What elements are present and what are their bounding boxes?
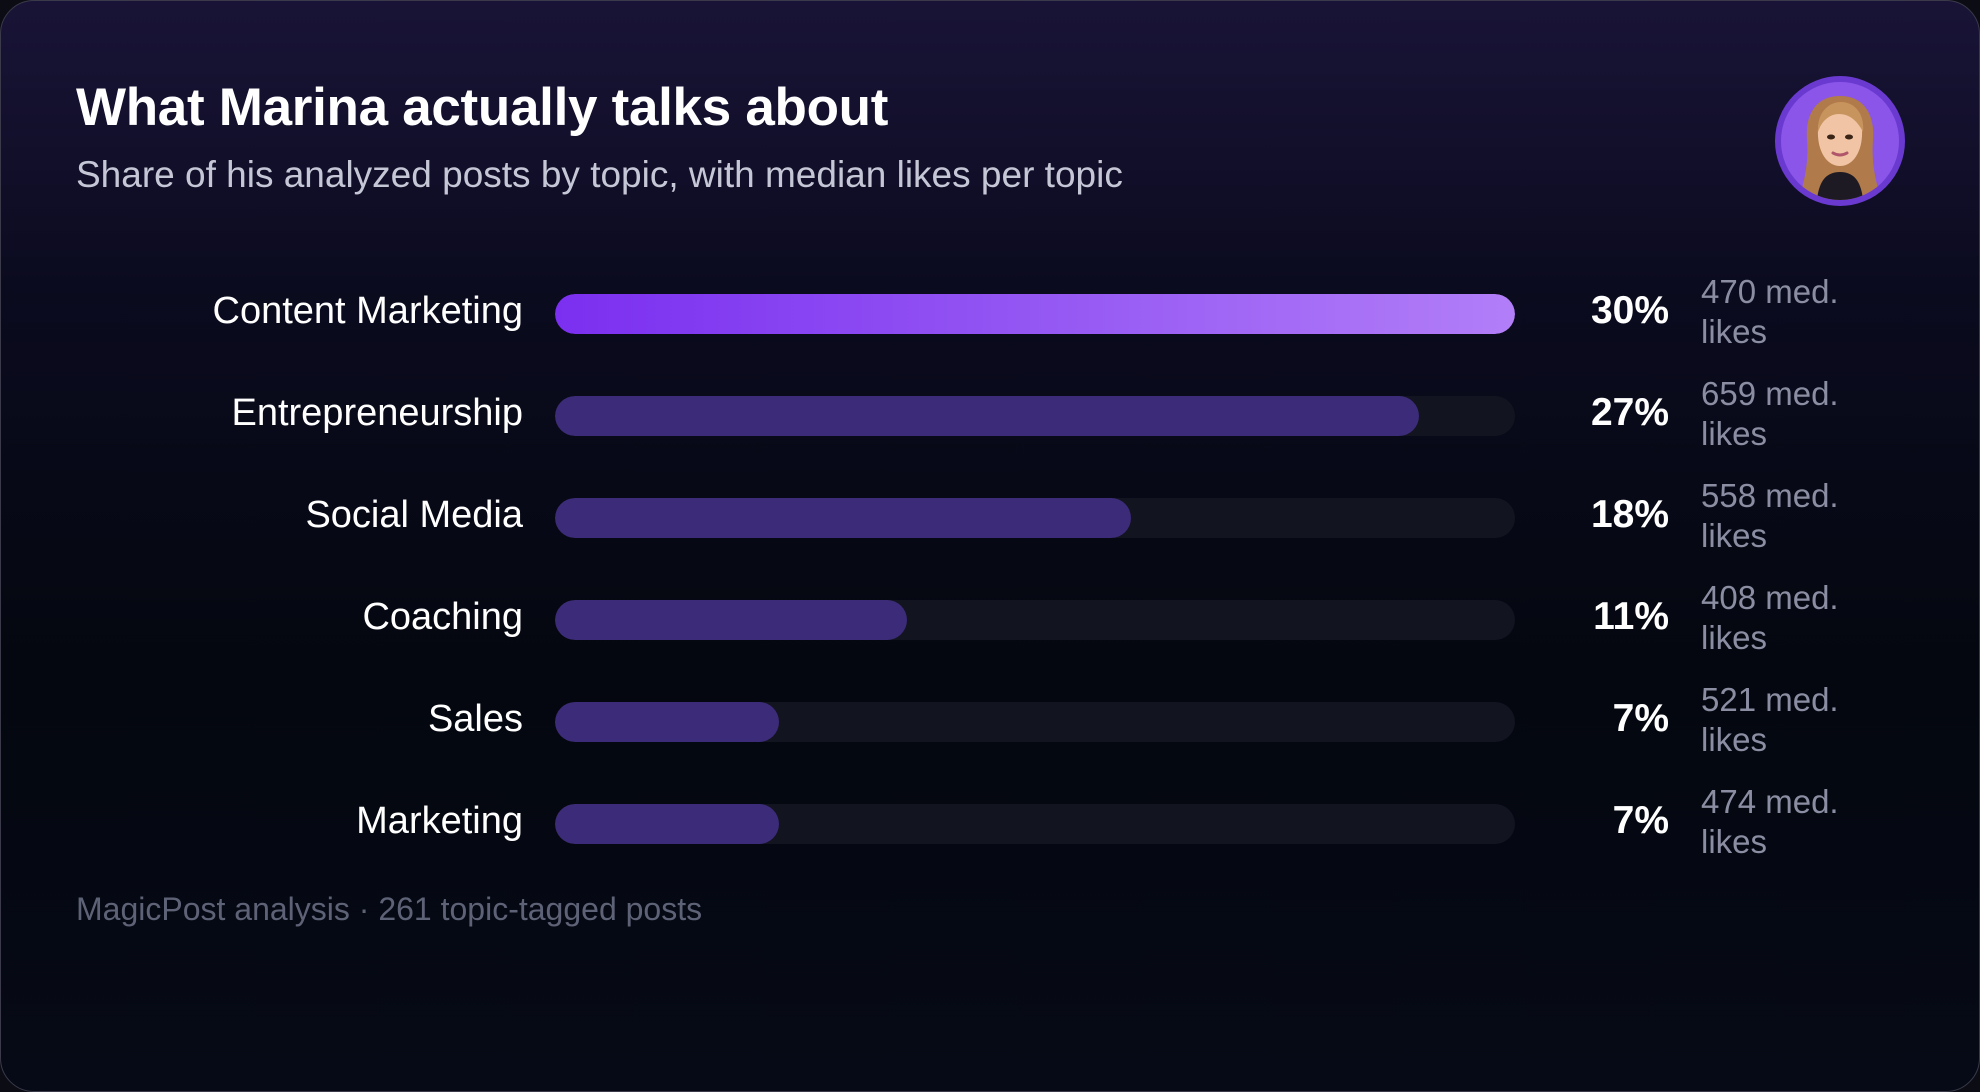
bar-track xyxy=(555,600,1515,640)
chart-subtitle: Share of his analyzed posts by topic, wi… xyxy=(76,154,1123,195)
bar-track xyxy=(555,702,1515,742)
median-likes-label: 474 med. likes xyxy=(1701,783,1839,860)
median-likes-label: 408 med. likes xyxy=(1701,579,1839,656)
bar-row: Marketing 7% 474 med. likes xyxy=(1,783,1979,886)
value-label: 18% xyxy=(1590,493,1669,536)
bar xyxy=(555,294,1515,334)
bar xyxy=(555,804,779,844)
bar-track xyxy=(555,294,1515,334)
bar-row: Entrepreneurship 27% 659 med. likes xyxy=(1,375,1979,478)
bar xyxy=(555,498,1131,538)
value-label: 7% xyxy=(1612,697,1669,740)
category-label: Social Media xyxy=(305,494,523,536)
bar xyxy=(555,600,907,640)
bar-row: Content Marketing 30% 470 med. likes xyxy=(1,273,1979,376)
avatar xyxy=(1775,76,1905,206)
value-label: 30% xyxy=(1590,289,1669,332)
bar-track xyxy=(555,396,1515,436)
category-label: Sales xyxy=(427,698,523,740)
category-label: Coaching xyxy=(362,596,523,638)
category-label: Entrepreneurship xyxy=(231,392,523,434)
bar-row: Sales 7% 521 med. likes xyxy=(1,681,1979,784)
bar-track xyxy=(555,804,1515,844)
median-likes-label: 470 med. likes xyxy=(1701,273,1839,350)
bar xyxy=(555,702,779,742)
chart-title: What Marina actually talks about xyxy=(76,78,889,137)
bar-row: Coaching 11% 408 med. likes xyxy=(1,579,1979,682)
bar xyxy=(555,396,1419,436)
value-label: 27% xyxy=(1590,391,1669,434)
value-label: 7% xyxy=(1612,799,1669,842)
chart-footer: MagicPost analysis · 261 topic-tagged po… xyxy=(76,891,703,927)
median-likes-label: 558 med. likes xyxy=(1701,477,1839,554)
median-likes-label: 659 med. likes xyxy=(1701,375,1839,452)
category-label: Content Marketing xyxy=(212,290,524,332)
median-likes-label: 521 med. likes xyxy=(1701,681,1839,758)
category-label: Marketing xyxy=(356,800,523,842)
avatar-photo-icon xyxy=(1781,82,1899,200)
bar-track xyxy=(555,498,1515,538)
bar-row: Social Media 18% 558 med. likes xyxy=(1,477,1979,580)
value-label: 11% xyxy=(1593,595,1669,638)
